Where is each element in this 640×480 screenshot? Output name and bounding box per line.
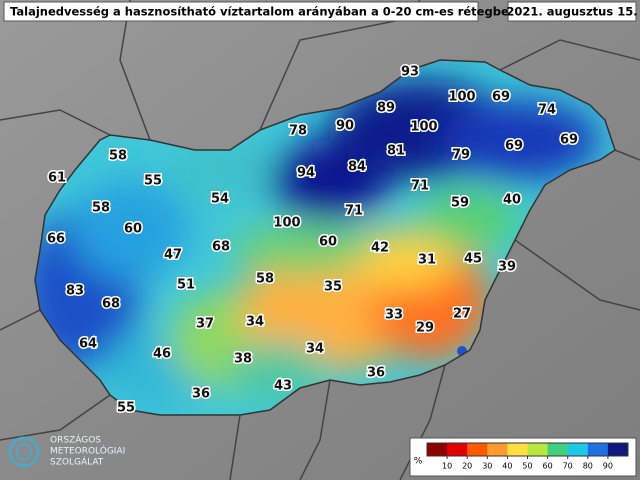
station-value: 60 bbox=[124, 222, 142, 237]
station-value: 59 bbox=[451, 196, 469, 211]
station-value: 34 bbox=[246, 315, 264, 330]
station-value: 100 bbox=[273, 216, 300, 231]
station-value: 40 bbox=[503, 193, 521, 208]
date-box bbox=[507, 1, 637, 22]
colorbar-segment bbox=[487, 443, 508, 456]
station-value: 68 bbox=[212, 240, 230, 255]
station-value: 45 bbox=[464, 252, 482, 267]
station-value: 79 bbox=[452, 148, 470, 163]
station-value: 34 bbox=[306, 342, 324, 357]
station-value: 42 bbox=[371, 241, 389, 256]
station-value: 74 bbox=[538, 103, 556, 118]
colorbar-segment bbox=[507, 443, 528, 456]
colorbar-tick-label: 60 bbox=[543, 462, 553, 471]
title: Talajnedvesség a hasznosítható víztartal… bbox=[10, 5, 543, 19]
logo-text: ORSZÁGOS bbox=[50, 434, 101, 446]
station-value: 55 bbox=[117, 401, 135, 416]
station-value: 69 bbox=[505, 139, 523, 154]
station-value: 100 bbox=[448, 90, 475, 105]
station-value: 54 bbox=[211, 192, 229, 207]
station-value: 33 bbox=[385, 308, 403, 323]
station-value: 69 bbox=[492, 90, 510, 105]
station-value: 35 bbox=[324, 280, 342, 295]
station-value: 71 bbox=[345, 204, 363, 219]
logo-text: METEOROLÓGIAI bbox=[50, 445, 125, 457]
station-value: 100 bbox=[410, 120, 437, 135]
station-value: 69 bbox=[560, 133, 578, 148]
station-value: 90 bbox=[336, 119, 354, 134]
station-value: 68 bbox=[102, 297, 120, 312]
logo: ORSZÁGOS METEOROLÓGIAI SZOLGÁLAT bbox=[8, 434, 125, 468]
station-value: 61 bbox=[48, 171, 66, 186]
colorbar-tick-label: 70 bbox=[563, 462, 573, 471]
colorbar-tick-label: 10 bbox=[442, 462, 452, 471]
station-value: 58 bbox=[109, 149, 127, 164]
station-value: 55 bbox=[144, 174, 162, 189]
station-value: 66 bbox=[47, 232, 65, 247]
station-value: 31 bbox=[418, 253, 436, 268]
colorbar-tick-label: 20 bbox=[462, 462, 472, 471]
station-value: 27 bbox=[453, 307, 471, 322]
colorbar-segment bbox=[467, 443, 488, 456]
title-box bbox=[3, 1, 479, 22]
station-value: 64 bbox=[79, 337, 97, 352]
station-value: 58 bbox=[256, 272, 274, 287]
colorbar-segment bbox=[447, 443, 468, 456]
station-value: 78 bbox=[289, 124, 307, 139]
colorbar-tick-label: 50 bbox=[522, 462, 532, 471]
colorbar-tick-label: 40 bbox=[502, 462, 512, 471]
station-value: 29 bbox=[416, 321, 434, 336]
colorbar: 10 20 30 40 50 60 70 80 90 bbox=[426, 442, 629, 471]
legend-unit: % bbox=[414, 457, 423, 467]
date: 2021. augusztus 15. bbox=[506, 5, 637, 19]
colorbar-segment bbox=[547, 443, 569, 456]
station-value: 89 bbox=[377, 101, 395, 116]
station-value: 94 bbox=[297, 166, 315, 181]
colorbar-tick-label: 90 bbox=[603, 462, 613, 471]
colorbar-segment bbox=[607, 443, 629, 456]
colorbar-tick-label: 80 bbox=[583, 462, 593, 471]
station-value: 36 bbox=[192, 387, 210, 402]
station-value: 36 bbox=[367, 366, 385, 381]
station-value: 39 bbox=[498, 260, 516, 275]
station-value: 58 bbox=[92, 201, 110, 216]
colorbar-segment bbox=[427, 443, 448, 456]
logo-text: SZOLGÁLAT bbox=[50, 456, 104, 468]
station-value: 83 bbox=[66, 284, 84, 299]
station-value: 93 bbox=[401, 65, 419, 80]
station-value: 51 bbox=[177, 278, 195, 293]
station-value: 60 bbox=[319, 235, 337, 250]
colorbar-segment bbox=[527, 443, 549, 456]
station-value: 81 bbox=[387, 144, 405, 159]
colorbar-segment bbox=[567, 443, 589, 456]
station-value: 47 bbox=[164, 248, 182, 263]
station-value: 46 bbox=[153, 347, 171, 362]
station-value: 71 bbox=[411, 179, 429, 194]
station-value: 84 bbox=[348, 160, 366, 175]
colorbar-tick-label: 30 bbox=[482, 462, 492, 471]
station-value: 38 bbox=[234, 352, 252, 367]
station-labels: 93 100 69 74 89 90 78 100 69 69 58 81 79 94 84 55 61 71 54… bbox=[45, 63, 579, 417]
colorbar-segment bbox=[587, 443, 609, 456]
station-value: 43 bbox=[274, 379, 292, 394]
station-value: 37 bbox=[196, 317, 214, 332]
